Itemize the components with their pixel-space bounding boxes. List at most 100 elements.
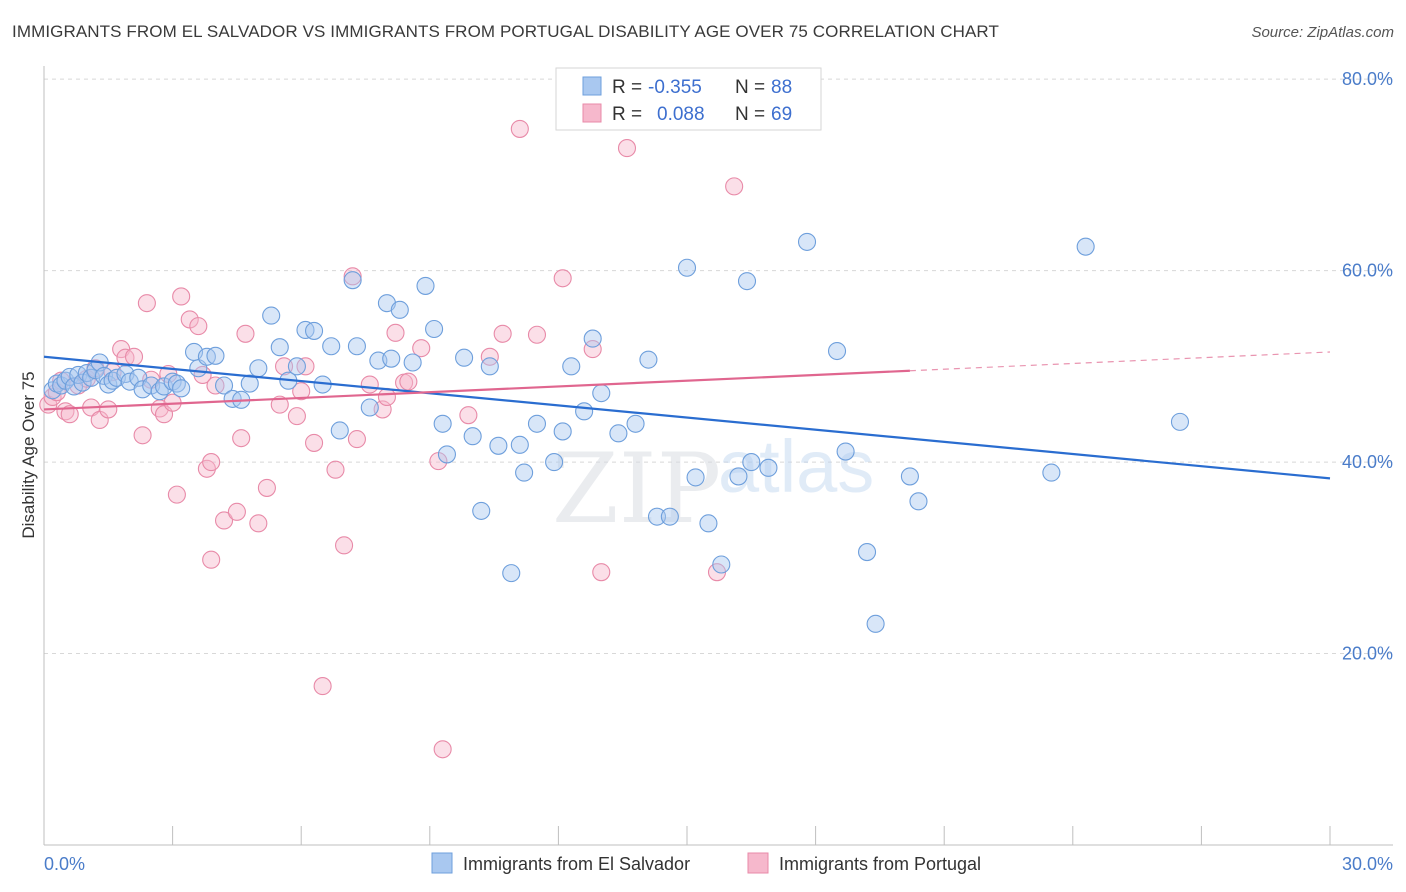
point-el-salvador-89 <box>900 467 919 486</box>
point-portugal-59 <box>583 340 602 359</box>
point-portugal-5 <box>60 405 79 424</box>
point-portugal-53 <box>459 406 478 425</box>
point-el-salvador-91 <box>1042 463 1061 482</box>
point-portugal-29 <box>214 511 234 530</box>
point-portugal-41 <box>335 536 354 555</box>
point-el-salvador-87 <box>857 543 877 562</box>
legend-r-value-portugal: 0.088 <box>657 104 705 125</box>
point-el-salvador-86 <box>836 442 855 461</box>
axes <box>43 66 1393 846</box>
point-el-salvador-80 <box>729 467 748 486</box>
point-portugal-40 <box>326 460 345 479</box>
point-el-salvador-5 <box>64 377 84 396</box>
point-el-salvador-55 <box>437 445 456 464</box>
point-el-salvador-68 <box>575 402 594 421</box>
point-el-salvador-92 <box>1076 237 1095 256</box>
series-portugal-points <box>39 119 744 759</box>
point-el-salvador-84 <box>797 232 817 251</box>
point-portugal-16 <box>133 426 152 445</box>
point-el-salvador-66 <box>553 422 572 441</box>
point-el-salvador-52 <box>416 276 435 295</box>
point-portugal-55 <box>493 324 512 343</box>
point-el-salvador-67 <box>562 357 581 376</box>
point-portugal-58 <box>553 269 572 288</box>
trend-line-el-salvador <box>43 355 1331 480</box>
point-el-salvador-40 <box>305 321 324 340</box>
point-portugal-33 <box>249 514 268 533</box>
point-el-salvador-38 <box>287 357 306 376</box>
point-el-salvador-58 <box>472 501 491 520</box>
point-portugal-17 <box>137 294 156 313</box>
legend-r-label-el-salvador: R = <box>612 77 642 98</box>
y-axis-title: Disability Age Over 75 <box>19 371 38 538</box>
point-portugal-35 <box>275 357 294 376</box>
point-portugal-43 <box>347 430 366 449</box>
point-el-salvador-25 <box>172 379 191 398</box>
point-el-salvador-78 <box>699 514 718 533</box>
legend-r-value-el-salvador: -0.355 <box>648 77 702 98</box>
point-portugal-49 <box>399 372 418 391</box>
y-tick-label-60: 60.0% <box>1342 261 1393 281</box>
point-el-salvador-29 <box>206 346 225 365</box>
watermark-atlas: atlas <box>718 425 874 508</box>
point-el-salvador-7 <box>73 373 92 392</box>
point-el-salvador-79 <box>712 555 731 574</box>
point-portugal-25 <box>189 317 208 336</box>
point-portugal-32 <box>236 324 255 343</box>
point-el-salvador-44 <box>343 271 362 290</box>
x-tick-label-0: 0.0% <box>44 854 85 874</box>
point-el-salvador-59 <box>480 357 499 376</box>
point-el-salvador-69 <box>583 329 602 348</box>
legend-swatch-el-salvador <box>582 76 602 96</box>
point-el-salvador-88 <box>866 614 885 633</box>
point-el-salvador-36 <box>270 338 289 357</box>
x-tick-label-30: 30.0% <box>1342 854 1393 874</box>
point-portugal-42 <box>343 267 362 286</box>
point-portugal-36 <box>287 407 306 426</box>
point-portugal-31 <box>232 429 251 448</box>
point-el-salvador-43 <box>330 421 349 440</box>
legend-n-label-portugal: N = <box>735 104 765 125</box>
point-portugal-56 <box>510 119 529 138</box>
trend-lines <box>43 351 1331 480</box>
series-el-salvador-points <box>43 232 1190 633</box>
point-el-salvador-53 <box>425 319 444 339</box>
point-el-salvador-35 <box>262 306 281 325</box>
chart-title: IMMIGRANTS FROM EL SALVADOR VS IMMIGRANT… <box>12 22 999 41</box>
point-el-salvador-62 <box>510 435 529 454</box>
y-tick-label-40: 40.0% <box>1342 452 1393 472</box>
point-portugal-61 <box>617 139 637 158</box>
watermark-zip: ZIP <box>552 433 721 545</box>
bottom-legend-swatch-portugal <box>747 852 769 874</box>
bottom-legend-swatch-el-salvador <box>431 852 453 874</box>
point-portugal-34 <box>257 478 276 497</box>
point-el-salvador-33 <box>240 374 259 393</box>
point-portugal-50 <box>412 339 431 358</box>
y-tick-label-20: 20.0% <box>1342 644 1393 664</box>
point-el-salvador-93 <box>1170 412 1190 431</box>
watermark: ZIP atlas <box>552 425 874 545</box>
correlation-legend: R = -0.355 N = 88 R = 0.088 N = 69 <box>555 67 822 131</box>
point-el-salvador-45 <box>347 337 366 356</box>
point-portugal-38 <box>305 433 324 452</box>
point-portugal-52 <box>433 740 452 759</box>
point-el-salvador-81 <box>737 272 757 291</box>
legend-r-label-portugal: R = <box>612 104 642 125</box>
point-portugal-57 <box>527 325 547 344</box>
point-portugal-62 <box>725 177 744 196</box>
point-el-salvador-64 <box>527 414 547 433</box>
point-el-salvador-49 <box>382 349 401 368</box>
point-portugal-37 <box>292 382 311 401</box>
point-el-salvador-83 <box>759 458 778 477</box>
point-portugal-15 <box>124 347 144 366</box>
point-el-salvador-34 <box>249 359 268 378</box>
point-portugal-23 <box>172 287 191 306</box>
point-el-salvador-82 <box>742 453 761 472</box>
series-legend: Immigrants from El Salvador Immigrants f… <box>431 852 981 874</box>
point-el-salvador-50 <box>390 300 409 319</box>
point-el-salvador-30 <box>214 376 234 395</box>
legend-n-value-el-salvador: 88 <box>771 77 792 98</box>
point-portugal-44 <box>360 375 379 394</box>
point-el-salvador-61 <box>502 564 521 583</box>
